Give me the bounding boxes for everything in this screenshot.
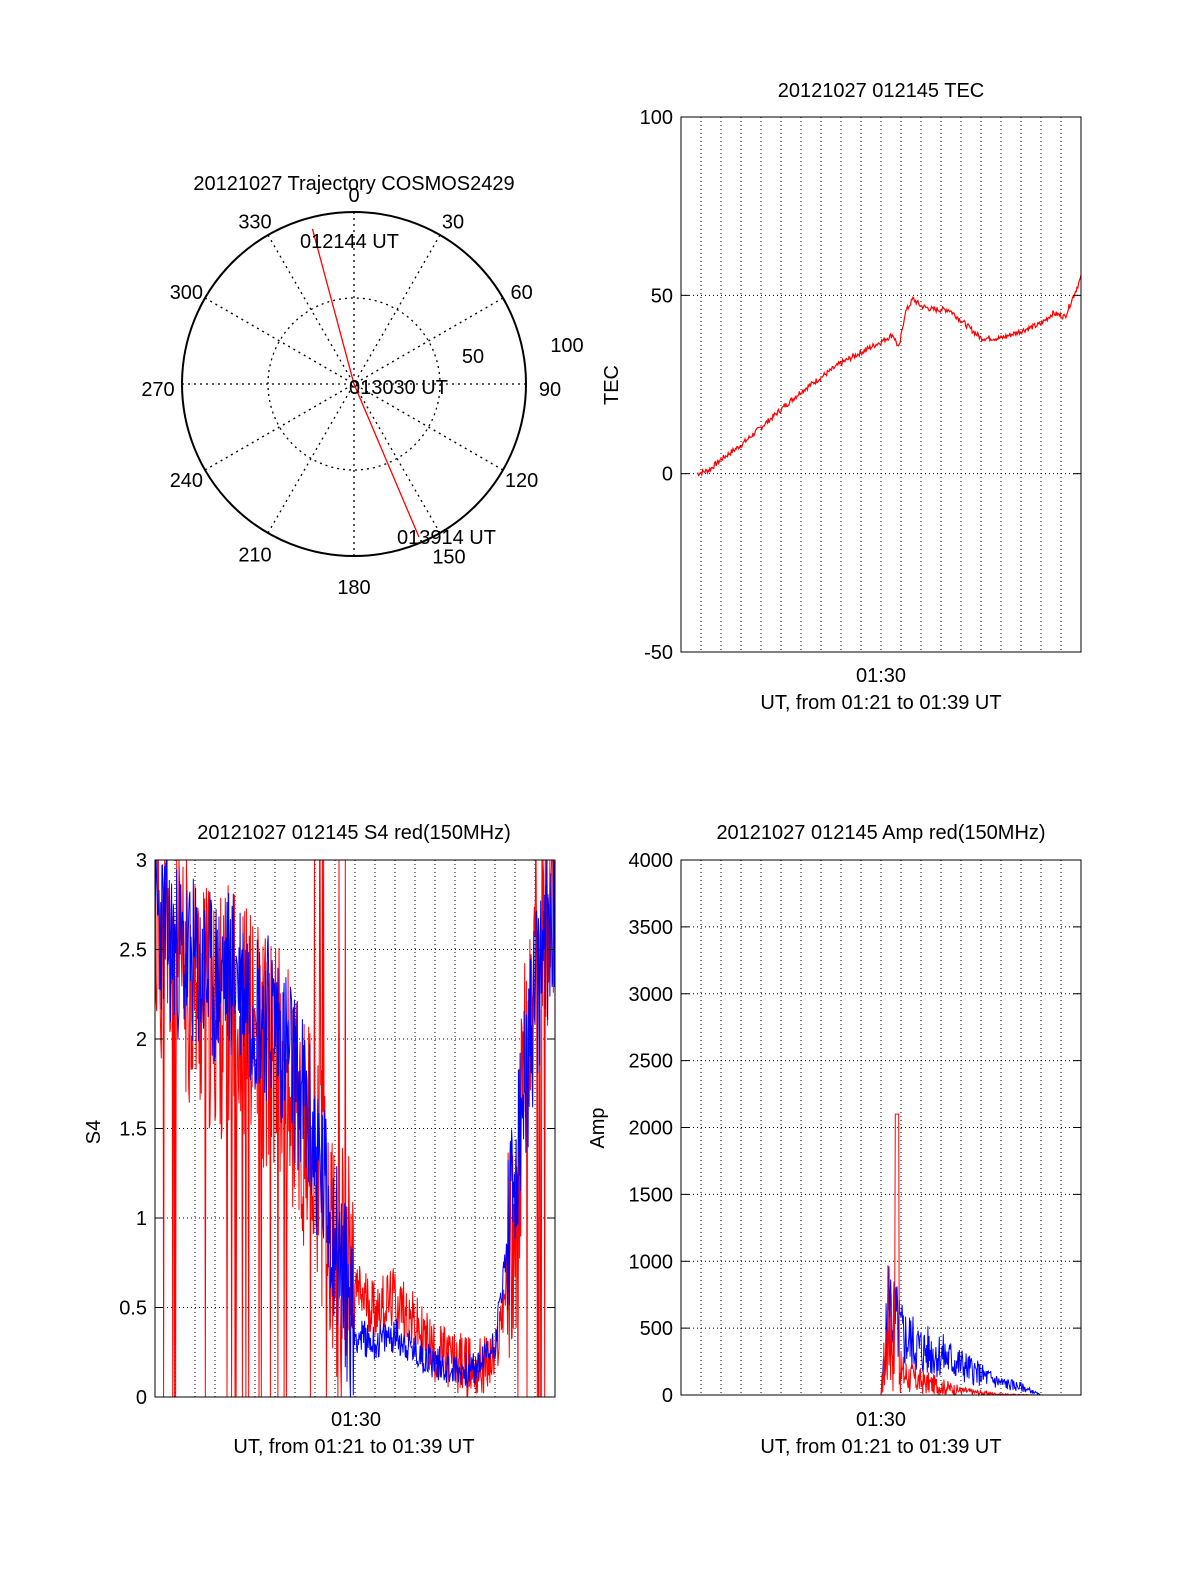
tec-xlabel: UT, from 01:21 to 01:39 UT xyxy=(760,692,1001,714)
polar-annotation-mid: 013030 UT xyxy=(349,377,448,399)
polar-azimuth-label-300: 300 xyxy=(170,282,203,304)
ytick-label-2000: 2000 xyxy=(629,1118,674,1140)
polar-radial-label-100: 100 xyxy=(550,335,583,357)
polar-azimuth-label-150: 150 xyxy=(432,547,465,569)
polar-azimuth-label-0: 0 xyxy=(348,185,359,207)
polar-azimuth-label-90: 90 xyxy=(539,379,561,401)
polar-title: 20121027 Trajectory COSMOS2429 xyxy=(193,173,514,195)
tec-panel: 20121027 012145 TEC -50 0 50 100 01:30 UT, … xyxy=(601,80,1082,714)
polar-trajectory-line xyxy=(311,228,420,538)
s4-blue-line xyxy=(154,859,556,1398)
tec-xtick-0130: 01:30 xyxy=(856,665,906,687)
s4-xlabel: UT, from 01:21 to 01:39 UT xyxy=(233,1436,474,1458)
ytick-label-2.5: 2.5 xyxy=(119,940,147,962)
polar-azimuth-label-210: 210 xyxy=(238,545,271,567)
polar-outer-circle xyxy=(181,211,527,557)
ytick-label-100: 100 xyxy=(640,107,673,129)
tec-y-ticks: -50 0 50 100 xyxy=(640,107,1081,664)
tec-title: 20121027 012145 TEC xyxy=(778,80,984,102)
polar-grid xyxy=(182,212,526,556)
polar-annotation-start: 012144 UT xyxy=(300,231,399,253)
ytick-label-2: 2 xyxy=(136,1029,147,1051)
polar-azimuth-label-180: 180 xyxy=(337,577,370,599)
s4-ylabel: S4 xyxy=(83,1120,105,1144)
ytick-label-1500: 1500 xyxy=(629,1184,674,1206)
amp-panel: 20121027 012145 Amp red(150MHz) 0 500 1000… xyxy=(587,822,1082,1458)
tec-line xyxy=(696,274,1082,477)
amp-xtick-0130: 01:30 xyxy=(856,1409,906,1431)
ytick-label-3500: 3500 xyxy=(629,917,674,939)
amp-blue-line xyxy=(681,1266,1081,1396)
ytick-label-1: 1 xyxy=(136,1208,147,1230)
ytick-label-2500: 2500 xyxy=(629,1051,674,1073)
s4-xtick-0130: 01:30 xyxy=(331,1409,381,1431)
polar-trajectory xyxy=(311,228,420,538)
ytick-label-500: 500 xyxy=(640,1318,673,1340)
ytick-label-0: 0 xyxy=(662,464,673,486)
polar-azimuth-label-270: 270 xyxy=(141,379,174,401)
ytick-label-3: 3 xyxy=(136,850,147,872)
tec-frame xyxy=(680,116,1082,653)
s4-grid xyxy=(155,860,555,1397)
ytick-label-1.5: 1.5 xyxy=(119,1119,147,1141)
ytick-label-3000: 3000 xyxy=(629,984,674,1006)
polar-azimuth-labels: 0 30 60 90 120 150 180 210 240 270 300 330 xyxy=(141,185,561,599)
ytick-label-50: 50 xyxy=(651,285,673,307)
tec-grid xyxy=(681,117,1081,652)
ytick-label--50: -50 xyxy=(644,642,673,664)
amp-grid xyxy=(681,860,1081,1395)
polar-azimuth-label-120: 120 xyxy=(505,470,538,492)
tec-ylabel: TEC xyxy=(601,365,623,405)
s4-y-ticks: 0 0.5 1 1.5 2 2.5 3 xyxy=(119,850,555,1409)
ytick-label-4000: 4000 xyxy=(629,850,674,872)
polar-azimuth-label-330: 330 xyxy=(238,211,271,233)
amp-title: 20121027 012145 Amp red(150MHz) xyxy=(716,822,1045,844)
polar-azimuth-label-30: 30 xyxy=(442,211,464,233)
polar-azimuth-label-60: 60 xyxy=(510,282,532,304)
amp-ylabel: Amp xyxy=(587,1107,609,1148)
ytick-label-0: 0 xyxy=(136,1387,147,1409)
s4-title: 20121027 012145 S4 red(150MHz) xyxy=(197,822,511,844)
polar-azimuth-label-240: 240 xyxy=(170,470,203,492)
ytick-label-0.5: 0.5 xyxy=(119,1298,147,1320)
s4-panel: 20121027 012145 S4 red(150MHz) 0 0.5 1 1.5 2… xyxy=(83,822,556,1458)
ytick-label-1000: 1000 xyxy=(629,1251,674,1273)
polar-panel: 20121027 Trajectory COSMOS2429 0 30 60 90 12… xyxy=(141,173,583,599)
tec-series xyxy=(696,274,1082,477)
polar-annotation-end: 013914 UT xyxy=(397,527,496,549)
amp-xlabel: UT, from 01:21 to 01:39 UT xyxy=(760,1436,1001,1458)
ytick-label-0: 0 xyxy=(662,1385,673,1407)
s4-series xyxy=(154,859,556,1398)
polar-radial-label-50: 50 xyxy=(462,346,484,368)
amp-y-ticks: 0 500 1000 1500 2000 2500 3000 3500 4000 xyxy=(629,850,1081,1407)
